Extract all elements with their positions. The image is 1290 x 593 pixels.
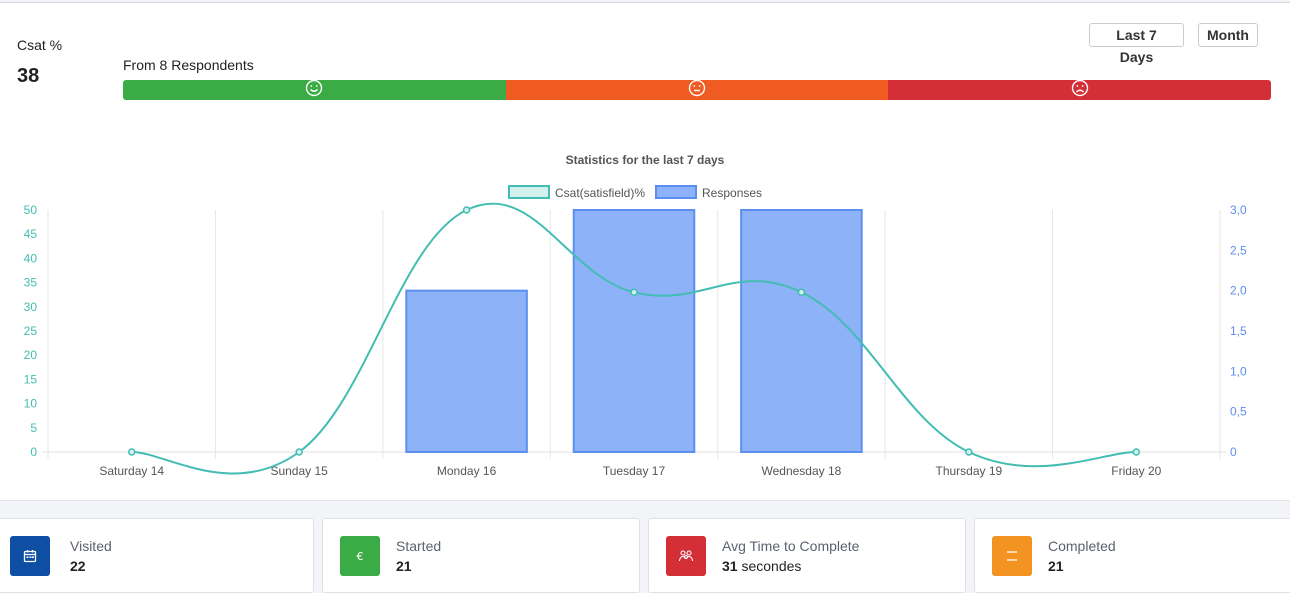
neutral-segment	[505, 80, 889, 100]
x-tick-label: Thursday 19	[936, 464, 1003, 478]
stat-card-avg-time: Avg Time to Complete 31 secondes	[648, 518, 966, 593]
y-left-tick-label: 35	[24, 276, 38, 290]
x-tick-label: Wednesday 18	[762, 464, 842, 478]
y-left-tick-label: 50	[24, 203, 38, 217]
y-right-tick-label: 0,5	[1230, 405, 1247, 419]
stat-card-completed: Completed 21	[974, 518, 1290, 593]
last-7-days-button[interactable]: Last 7 Days	[1089, 23, 1184, 65]
stat-card-value: 22	[70, 558, 86, 574]
y-left-tick-label: 25	[24, 324, 38, 338]
csat-value: 38	[17, 65, 40, 87]
y-right-tick-label: 2,5	[1230, 243, 1247, 257]
bar-responses	[572, 209, 696, 453]
stat-card-title: Visited	[70, 538, 112, 554]
stat-card-title: Started	[396, 538, 442, 554]
month-button[interactable]: Month	[1198, 23, 1258, 47]
legend-label-csat: Csat(satisfield)%	[555, 186, 645, 200]
stat-card-started: € Started 21	[322, 518, 640, 593]
frown-icon	[1071, 80, 1089, 100]
bar-responses	[405, 289, 528, 453]
legend-swatch-csat	[508, 185, 550, 199]
users-icon	[666, 536, 706, 576]
point-csat	[1132, 448, 1141, 456]
csat-label: Csat %	[17, 37, 63, 53]
neutral-face-icon	[688, 80, 706, 100]
satisfied-segment	[123, 80, 506, 100]
y-left-tick-label: 15	[24, 372, 38, 386]
y-left-tick-label: 20	[24, 348, 38, 362]
svg-text:€: €	[357, 550, 364, 563]
x-tick-label: Monday 16	[437, 464, 497, 478]
stat-card-value: 31 secondes	[722, 558, 802, 574]
point-csat	[630, 288, 638, 297]
y-left-tick-label: 10	[24, 397, 38, 411]
y-right-tick-label: 2,0	[1230, 284, 1247, 298]
legend-swatch-responses	[655, 185, 697, 199]
chart-title: Statistics for the last 7 days	[566, 153, 725, 167]
stat-card-title: Completed	[1048, 538, 1116, 554]
y-right-tick-label: 1,5	[1230, 324, 1247, 338]
legend-label-responses: Responses	[702, 186, 762, 200]
calendar-icon	[10, 536, 50, 576]
x-tick-label: Sunday 15	[270, 464, 328, 478]
point-csat	[462, 206, 471, 214]
euro-icon: €	[340, 536, 380, 576]
y-left-tick-label: 40	[24, 251, 38, 265]
y-left-tick-label: 5	[30, 421, 37, 435]
y-right-tick-label: 1,0	[1230, 364, 1247, 378]
y-left-tick-label: 45	[24, 227, 38, 241]
x-tick-label: Friday 20	[1111, 464, 1161, 478]
satisfaction-bar	[123, 80, 1271, 100]
minus-lines-icon	[992, 536, 1032, 576]
top-divider	[0, 2, 1290, 3]
point-csat	[127, 448, 136, 456]
dissatisfied-segment	[888, 80, 1271, 100]
respondents-text: From 8 Respondents	[123, 57, 254, 73]
stat-card-visited: Visited 22	[0, 518, 314, 593]
stat-card-value: 21	[396, 558, 412, 574]
y-left-tick-label: 30	[24, 300, 38, 314]
x-tick-label: Tuesday 17	[603, 464, 666, 478]
x-tick-label: Saturday 14	[99, 464, 164, 478]
stat-card-title: Avg Time to Complete	[722, 538, 860, 554]
y-right-tick-label: 0	[1230, 445, 1237, 459]
stat-card-value: 21	[1048, 558, 1064, 574]
point-csat	[797, 288, 806, 297]
smile-icon	[305, 80, 323, 100]
point-csat	[965, 448, 973, 456]
point-csat	[295, 448, 303, 456]
statistics-chart: Statistics for the last 7 days Csat(satis…	[24, 153, 1247, 478]
bar-responses	[740, 209, 863, 453]
y-right-tick-label: 3,0	[1230, 203, 1247, 217]
y-left-tick-label: 0	[30, 445, 37, 459]
stat-cards: Visited 22 € Started 21 Avg Time to Comp…	[0, 518, 1290, 593]
